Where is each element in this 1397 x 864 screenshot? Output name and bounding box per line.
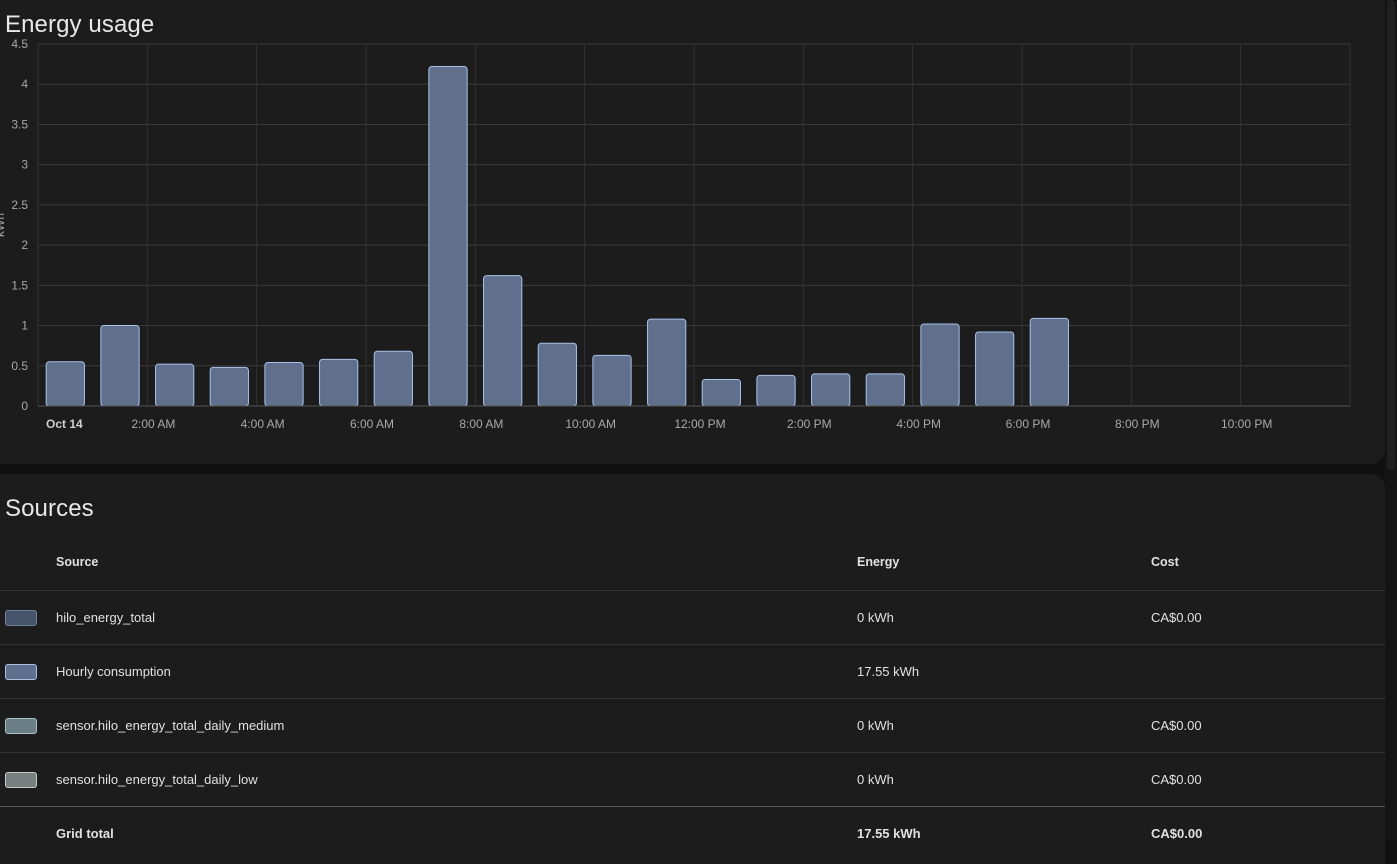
source-cost: CA$0.00 — [1150, 752, 1385, 807]
cost-column-header[interactable]: Cost — [1151, 555, 1179, 569]
bar — [483, 275, 523, 407]
source-energy: 0 kWh — [856, 752, 1150, 807]
y-tick-label: 4.5 — [11, 37, 28, 51]
source-color-swatch — [5, 771, 37, 788]
x-tick-label: 6:00 AM — [350, 417, 394, 431]
bar — [100, 325, 140, 407]
bar — [537, 342, 577, 407]
source-cost — [1150, 644, 1385, 699]
y-tick-label: 4 — [21, 77, 28, 91]
source-energy: 0 kWh — [856, 698, 1150, 753]
bar — [920, 323, 960, 407]
bar — [155, 363, 195, 407]
bar — [701, 378, 741, 407]
bar — [373, 350, 413, 407]
bar — [592, 354, 632, 407]
energy-column-header[interactable]: Energy — [857, 555, 900, 569]
bar — [975, 331, 1015, 407]
source-color-swatch — [5, 717, 37, 734]
x-tick-label: 2:00 AM — [131, 417, 175, 431]
page-scrollbar[interactable] — [1385, 0, 1397, 840]
sources-table: Source Energy Cost hilo_energy_total 0 k… — [0, 534, 1385, 860]
energy-usage-title: Energy usage — [5, 11, 155, 38]
bar — [1029, 317, 1069, 407]
y-axis-label: kWh — [0, 213, 7, 237]
energy-usage-card: Energy usage 0 0.5 1 1.5 2 2.5 3 3.5 4 4.5 Oct 14 2… — [0, 0, 1385, 464]
bar — [264, 362, 304, 407]
y-tick-label: 0 — [21, 399, 28, 413]
y-tick-label: 0.5 — [11, 359, 28, 373]
grid-total-row: Grid total 17.55 kWh CA$0.00 — [0, 806, 1385, 860]
source-energy: 0 kWh — [856, 590, 1150, 645]
x-tick-label: 10:00 AM — [565, 417, 616, 431]
source-name: sensor.hilo_energy_total_daily_medium — [55, 698, 856, 753]
y-tick-label: 2.5 — [11, 198, 28, 212]
source-cost: CA$0.00 — [1150, 698, 1385, 753]
sources-card: Sources Source Energy Cost hilo_energy_t… — [0, 474, 1385, 864]
x-tick-label: 4:00 AM — [241, 417, 285, 431]
sources-title: Sources — [5, 495, 94, 522]
x-tick-label: 10:00 PM — [1221, 417, 1272, 431]
x-tick-label: 2:00 PM — [787, 417, 832, 431]
source-cost: CA$0.00 — [1150, 590, 1385, 645]
x-tick-label: 8:00 PM — [1115, 417, 1160, 431]
y-tick-label: 3.5 — [11, 117, 28, 131]
bar — [209, 366, 249, 407]
x-tick-label: 8:00 AM — [459, 417, 503, 431]
bar — [647, 318, 687, 407]
source-name: sensor.hilo_energy_total_daily_low — [55, 752, 856, 807]
bar — [811, 373, 851, 407]
energy-usage-chart[interactable]: 0 0.5 1 1.5 2 2.5 3 3.5 4 4.5 Oct 14 2:00 AM 4:00 AM… — [0, 0, 1385, 450]
bar — [865, 373, 905, 407]
grid-total-energy: 17.55 kWh — [856, 806, 1150, 860]
source-name: Hourly consumption — [55, 644, 856, 699]
x-tick-label: 6:00 PM — [1006, 417, 1051, 431]
bar — [756, 374, 796, 407]
y-tick-label: 3 — [21, 158, 28, 172]
table-row: sensor.hilo_energy_total_daily_low 0 kWh… — [0, 752, 1385, 807]
scrollbar-thumb[interactable] — [1387, 0, 1395, 470]
y-tick-label: 2 — [21, 238, 28, 252]
source-column-header[interactable]: Source — [56, 555, 99, 569]
bar — [45, 361, 85, 407]
grid-total-label: Grid total — [55, 806, 856, 860]
source-color-swatch — [5, 663, 37, 680]
table-row: Hourly consumption 17.55 kWh — [0, 644, 1385, 699]
table-row: sensor.hilo_energy_total_daily_medium 0 … — [0, 698, 1385, 753]
bar — [428, 66, 468, 407]
table-row: hilo_energy_total 0 kWh CA$0.00 — [0, 590, 1385, 645]
grid-total-cost: CA$0.00 — [1150, 806, 1385, 860]
x-tick-label: 12:00 PM — [674, 417, 725, 431]
x-tick-label: 4:00 PM — [896, 417, 941, 431]
x-tick-label: Oct 14 — [46, 417, 83, 431]
source-energy: 17.55 kWh — [856, 644, 1150, 699]
y-tick-label: 1.5 — [11, 278, 28, 292]
source-name: hilo_energy_total — [55, 590, 856, 645]
sources-table-header: Source Energy Cost — [0, 534, 1385, 591]
bar — [319, 358, 359, 407]
swatch-header — [0, 534, 55, 591]
y-tick-label: 1 — [21, 319, 28, 333]
source-color-swatch — [5, 609, 37, 626]
